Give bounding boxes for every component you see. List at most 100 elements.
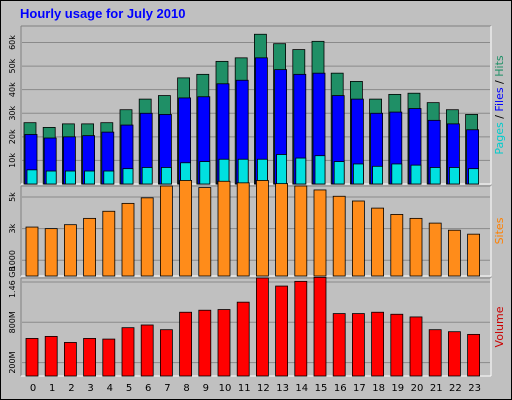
bar-sites-15 bbox=[313, 189, 327, 277]
bar-volume-14 bbox=[294, 280, 308, 377]
x-tick-label-15: 15 bbox=[315, 383, 328, 394]
bar-volume-1 bbox=[44, 335, 58, 377]
bar-pages-23 bbox=[468, 168, 480, 185]
y-axis-label-part: Pages bbox=[493, 122, 506, 155]
x-tick-label-1: 1 bbox=[49, 383, 55, 394]
bar-volume-22 bbox=[447, 331, 461, 377]
bar-sites-2 bbox=[64, 224, 77, 277]
bar-pages-16 bbox=[333, 161, 345, 185]
bar-volume-23 bbox=[467, 333, 481, 377]
x-tick-label-2: 2 bbox=[68, 383, 74, 394]
y-axis-label: Sites bbox=[493, 217, 506, 244]
bar-volume-16 bbox=[332, 313, 346, 377]
x-tick-label-4: 4 bbox=[107, 383, 113, 394]
bar-pages-0 bbox=[26, 169, 38, 185]
bar-volume-10 bbox=[217, 309, 231, 377]
bar-volume-5 bbox=[121, 327, 135, 377]
chart-title: Hourly usage for July 2010 bbox=[20, 6, 186, 21]
bar-sites-16 bbox=[332, 195, 346, 277]
y-tick-label: 1000 bbox=[8, 250, 17, 270]
bar-sites-0 bbox=[25, 226, 39, 277]
y-tick-label: 40k bbox=[8, 82, 17, 97]
y-tick-label: 10k bbox=[8, 153, 17, 168]
panel-2: 200M 800M 1.46 GB Volume bbox=[8, 266, 506, 377]
bar-sites-14 bbox=[294, 185, 308, 277]
x-tick-label-12: 12 bbox=[257, 383, 270, 394]
y-axis-label: Pages / Files / Hits bbox=[493, 55, 506, 155]
x-tick-label-3: 3 bbox=[87, 383, 93, 394]
x-tick-label-10: 10 bbox=[219, 383, 232, 394]
bar-pages-17 bbox=[352, 163, 364, 185]
x-tick-label-14: 14 bbox=[295, 383, 308, 394]
bar-volume-6 bbox=[140, 324, 154, 377]
bar-pages-5 bbox=[122, 168, 134, 185]
bar-pages-9 bbox=[199, 161, 211, 185]
bar-sites-13 bbox=[275, 183, 289, 277]
x-tick-label-20: 20 bbox=[411, 383, 424, 394]
panel-0: 10k 20k 30k 40k 50k 60k Pages / Files / Hits bbox=[8, 25, 506, 185]
bar-volume-3 bbox=[83, 338, 96, 377]
bar-volume-7 bbox=[159, 329, 173, 377]
x-tick-label-19: 19 bbox=[391, 383, 404, 394]
bar-pages-21 bbox=[429, 167, 441, 185]
bar-sites-8 bbox=[179, 180, 193, 277]
bar-volume-0 bbox=[25, 338, 39, 377]
bar-volume-20 bbox=[409, 316, 423, 377]
bar-pages-15 bbox=[314, 155, 326, 185]
y-axis-label-part: Files bbox=[493, 87, 506, 111]
y-axis-label-part: / bbox=[493, 112, 506, 123]
bar-pages-1 bbox=[45, 170, 57, 185]
y-tick-label: 3k bbox=[8, 223, 17, 233]
y-tick-label: 60k bbox=[8, 35, 17, 50]
x-tick-label-18: 18 bbox=[372, 383, 385, 394]
x-tick-label-16: 16 bbox=[334, 383, 347, 394]
bar-sites-5 bbox=[121, 202, 135, 277]
bar-pages-2 bbox=[65, 170, 76, 185]
bar-volume-18 bbox=[371, 311, 385, 377]
y-tick-label: 800M bbox=[8, 311, 17, 333]
bar-sites-21 bbox=[428, 222, 442, 277]
bar-sites-23 bbox=[467, 233, 481, 277]
x-tick-label-11: 11 bbox=[238, 383, 251, 394]
bar-volume-15 bbox=[313, 276, 327, 377]
x-tick-label-22: 22 bbox=[449, 383, 462, 394]
bar-sites-22 bbox=[447, 229, 461, 277]
y-tick-label: 30k bbox=[8, 105, 17, 120]
x-tick-label-23: 23 bbox=[468, 383, 481, 394]
bar-pages-3 bbox=[84, 170, 95, 185]
bar-sites-4 bbox=[102, 210, 116, 277]
x-tick-label-13: 13 bbox=[276, 383, 289, 394]
bar-volume-21 bbox=[428, 329, 442, 377]
bar-pages-13 bbox=[276, 154, 288, 185]
bar-pages-18 bbox=[372, 165, 384, 185]
bar-sites-19 bbox=[390, 214, 404, 277]
y-tick-label: 1.46 GB bbox=[8, 266, 17, 298]
bar-volume-9 bbox=[198, 309, 212, 377]
x-tick-label-17: 17 bbox=[353, 383, 366, 394]
y-tick-label: 200M bbox=[8, 351, 17, 373]
y-axis-label-part: Hits bbox=[493, 55, 506, 77]
bar-pages-10 bbox=[218, 158, 230, 185]
x-tick-label-6: 6 bbox=[145, 383, 151, 394]
bar-volume-19 bbox=[390, 313, 404, 377]
bar-pages-6 bbox=[141, 167, 153, 185]
bar-pages-20 bbox=[410, 164, 422, 185]
bar-sites-20 bbox=[409, 217, 423, 277]
bar-volume-2 bbox=[64, 342, 77, 377]
y-tick-label: 5k bbox=[8, 192, 17, 202]
bar-sites-9 bbox=[198, 187, 212, 277]
y-tick-label: 20k bbox=[8, 129, 17, 144]
bar-sites-3 bbox=[83, 217, 96, 277]
bar-pages-19 bbox=[391, 163, 403, 185]
y-axis-label: Volume bbox=[493, 306, 506, 347]
x-tick-label-0: 0 bbox=[30, 383, 36, 394]
bar-pages-7 bbox=[160, 167, 172, 185]
bar-pages-22 bbox=[448, 167, 460, 185]
x-tick-label-9: 9 bbox=[203, 383, 209, 394]
y-axis-label-part: / bbox=[493, 77, 506, 88]
bar-volume-11 bbox=[236, 301, 250, 377]
bar-volume-12 bbox=[255, 277, 269, 377]
bar-pages-14 bbox=[295, 157, 307, 185]
bar-volume-13 bbox=[275, 285, 289, 377]
